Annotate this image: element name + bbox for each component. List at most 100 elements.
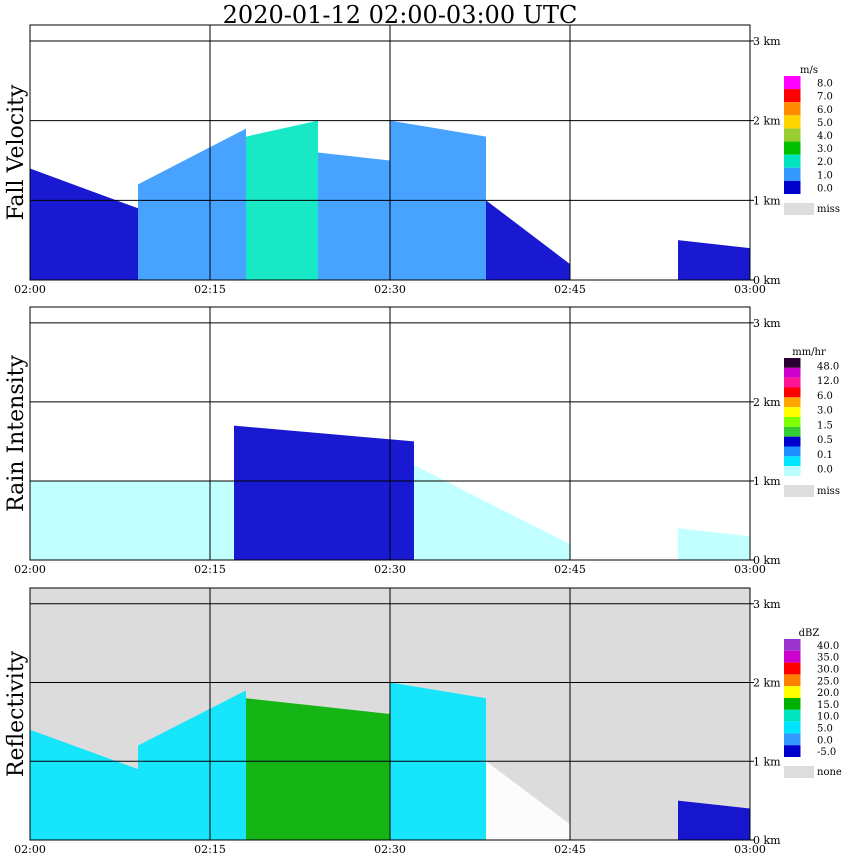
legend-label: 48.0 (817, 361, 839, 372)
legend-swatch (784, 397, 801, 408)
legend-missing-label: miss (817, 204, 840, 215)
legend-swatch (784, 662, 801, 675)
echo-region-3 (318, 152, 390, 280)
legend-label: 1.5 (817, 420, 833, 431)
legend-swatch (784, 407, 801, 417)
echo-region-6 (678, 240, 750, 280)
y-tick-label: 2 km (753, 115, 781, 128)
legend-swatch (784, 650, 801, 663)
x-tick-label: 03:00 (734, 563, 766, 576)
legend-label: 5.0 (817, 118, 833, 129)
x-tick-label: 02:15 (194, 283, 226, 296)
legend-swatch (784, 417, 801, 427)
x-tick-label: 02:45 (554, 283, 586, 296)
legend-label: 35.0 (817, 653, 839, 664)
legend-label: 25.0 (817, 676, 839, 687)
y-tick-label: 0 km (753, 554, 781, 567)
legend-swatch (784, 436, 801, 447)
x-tick-label: 03:00 (734, 283, 766, 296)
legend-unit: m/s (800, 65, 818, 76)
y-tick-label: 0 km (753, 274, 781, 287)
legend-missing-swatch (784, 766, 814, 778)
echo-region-5 (486, 200, 570, 280)
legend-missing-label: none (817, 767, 842, 778)
legend-label: 0.1 (817, 450, 833, 461)
legend-label: 5.0 (817, 724, 833, 735)
legend-label: 15.0 (817, 700, 839, 711)
legend-swatch (784, 387, 801, 398)
legend-label: 7.0 (817, 92, 833, 103)
legend-swatch (784, 709, 801, 722)
echo-region-1 (138, 128, 246, 280)
y-tick-label: 1 km (753, 475, 781, 488)
legend-swatch (784, 128, 801, 142)
legend-label: 2.0 (817, 157, 833, 168)
y-tick-label: 1 km (753, 194, 781, 207)
legend-swatch (784, 446, 801, 457)
legend-unit: dBZ (799, 628, 820, 639)
legend-swatch (784, 686, 801, 698)
legend-swatch (784, 141, 801, 155)
echo-region-1 (234, 425, 414, 560)
x-tick-label: 03:00 (734, 843, 766, 856)
y-tick-label: 3 km (753, 598, 781, 611)
legend-label: 6.0 (817, 105, 833, 116)
echo-region-2 (414, 465, 570, 560)
legend-swatch (784, 721, 801, 734)
legend-swatch (784, 115, 801, 129)
legend-label: 12.0 (817, 376, 839, 387)
legend-missing-label: miss (817, 486, 840, 497)
legend-swatch (784, 674, 801, 687)
legend-swatch (784, 76, 801, 90)
plot-frame (29, 306, 751, 561)
legend-label: 30.0 (817, 665, 839, 676)
x-tick-label: 02:00 (14, 283, 46, 296)
echo-region-5 (678, 800, 750, 840)
y-tick-label: 3 km (753, 35, 781, 48)
x-tick-label: 02:30 (374, 283, 406, 296)
legend-swatch (784, 358, 801, 368)
legend-label: 20.0 (817, 688, 839, 699)
x-tick-label: 02:45 (554, 843, 586, 856)
legend-label: -5.0 (817, 747, 836, 758)
legend-swatch (784, 745, 801, 757)
legend-label: 8.0 (817, 79, 833, 90)
panel-ylabel: Fall Velocity (4, 84, 29, 220)
x-tick-label: 02:30 (374, 563, 406, 576)
y-tick-label: 3 km (753, 317, 781, 330)
legend-swatch (784, 456, 801, 467)
x-tick-label: 02:15 (194, 843, 226, 856)
echo-region-0 (30, 168, 138, 280)
legend-label: 40.0 (817, 641, 839, 652)
legend-swatch (784, 180, 801, 194)
legend-swatch (784, 377, 801, 388)
plot-frame (29, 587, 751, 841)
legend-label: 3.0 (817, 406, 833, 417)
echo-region-0 (30, 729, 138, 840)
legend-missing-swatch (784, 485, 814, 497)
legend-swatch (784, 154, 801, 168)
legend-label: 0.5 (817, 435, 833, 446)
x-tick-label: 02:45 (554, 563, 586, 576)
panel-ylabel: Rain Intensity (4, 354, 29, 511)
plot-frame (29, 24, 751, 281)
legend-label: 0.0 (817, 735, 833, 746)
legend-swatch (784, 466, 801, 476)
legend-swatch (784, 167, 801, 181)
x-tick-label: 02:30 (374, 843, 406, 856)
legend-swatch (784, 698, 801, 710)
x-tick-label: 02:00 (14, 843, 46, 856)
y-tick-label: 0 km (753, 834, 781, 847)
legend-swatch (784, 89, 801, 103)
legend-label: 10.0 (817, 712, 839, 723)
legend-label: 0.0 (817, 465, 833, 476)
legend-label: 1.0 (817, 170, 833, 181)
legend-label: 3.0 (817, 144, 833, 155)
y-tick-label: 2 km (753, 396, 781, 409)
y-tick-label: 1 km (753, 755, 781, 768)
legend-swatch (784, 426, 801, 437)
legend-swatch (784, 733, 801, 746)
echo-region-4 (486, 761, 570, 840)
